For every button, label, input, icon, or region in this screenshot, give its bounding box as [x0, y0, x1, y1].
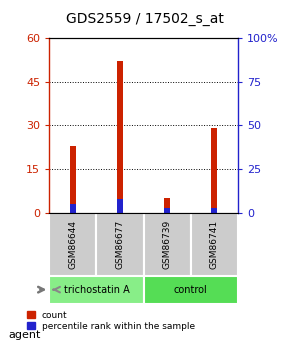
Text: GSM86739: GSM86739 [163, 220, 172, 269]
Legend: count, percentile rank within the sample: count, percentile rank within the sample [28, 311, 195, 331]
Text: trichostatin A: trichostatin A [64, 285, 129, 295]
Bar [164, 208, 170, 213]
Bar [70, 204, 76, 213]
Bar [117, 199, 123, 213]
Bar [117, 61, 123, 213]
Text: control: control [174, 285, 208, 295]
Text: GSM86741: GSM86741 [210, 220, 219, 269]
Bar [211, 128, 217, 213]
Text: GDS2559 / 17502_s_at: GDS2559 / 17502_s_at [66, 12, 224, 26]
Bar [49, 276, 144, 304]
Bar [191, 213, 238, 276]
Bar [164, 198, 170, 213]
Bar [70, 146, 76, 213]
Bar [144, 276, 238, 304]
Text: GSM86644: GSM86644 [68, 220, 77, 269]
Text: agent: agent [9, 330, 41, 339]
Bar [211, 208, 217, 213]
Text: GSM86677: GSM86677 [115, 220, 124, 269]
Bar [49, 213, 96, 276]
Bar [96, 213, 144, 276]
Bar [144, 213, 191, 276]
